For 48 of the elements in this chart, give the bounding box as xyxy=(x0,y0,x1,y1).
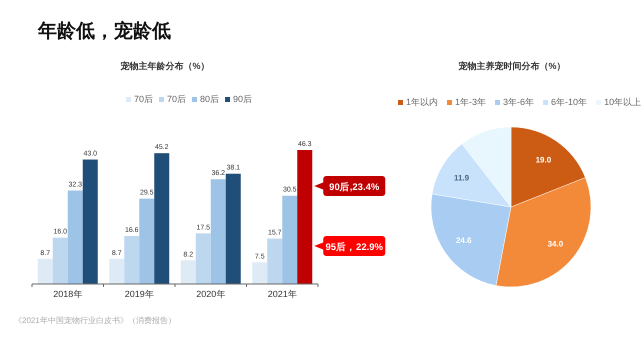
data-label: 24.6 xyxy=(456,236,472,245)
legend-label: 90后 xyxy=(233,94,252,104)
bar xyxy=(210,179,226,284)
legend-label: 6年-10年 xyxy=(551,97,588,107)
bar xyxy=(82,160,98,284)
bar xyxy=(180,260,196,284)
bar xyxy=(139,198,154,284)
bar xyxy=(226,174,241,284)
bar xyxy=(282,196,298,284)
legend-label: 1年以内 xyxy=(406,97,438,107)
legend-item: 6年-10年 xyxy=(543,97,588,107)
bar xyxy=(68,190,83,284)
callout: 95后，22.9% xyxy=(314,236,386,256)
legend-item: 1年以内 xyxy=(398,97,438,107)
x-tick-label: 2019年 xyxy=(124,289,154,299)
legend-label: 70后 xyxy=(167,94,186,104)
chart-title: 宠物主养宠时间分布（%） xyxy=(457,61,566,71)
legend-item: 1年-3年 xyxy=(447,97,486,107)
legend-item: 70后 xyxy=(159,94,186,104)
data-label: 34.0 xyxy=(548,240,564,249)
bar xyxy=(109,258,124,284)
text: 《2021年中国宠物行业白皮书》（消费报告） xyxy=(14,316,176,325)
bar xyxy=(52,238,68,284)
chart-title: 宠物主年龄分布（%） xyxy=(119,61,210,71)
bar xyxy=(252,262,268,284)
text: 年龄低，宠龄低 xyxy=(37,20,171,42)
legend-label: 3年-6年 xyxy=(503,97,534,107)
bar xyxy=(38,258,53,284)
data-label: 11.9 xyxy=(454,174,470,183)
x-tick-label: 2018年 xyxy=(53,289,82,299)
bar xyxy=(154,153,170,284)
callout: 90后,23.4% xyxy=(314,176,386,196)
legend-item: 80后 xyxy=(192,94,220,104)
bar xyxy=(297,150,312,284)
legend-label: 10年以上 xyxy=(604,97,642,107)
bar xyxy=(196,233,211,284)
legend-label: 1年-3年 xyxy=(455,97,486,107)
legend-item: 70后 xyxy=(126,94,154,104)
x-tick-label: 2020年 xyxy=(196,289,226,299)
legend-item: 10年以上 xyxy=(596,97,642,107)
legend-item: 3年-6年 xyxy=(495,97,534,107)
x-tick-label: 2021年 xyxy=(268,289,297,299)
legend-item: 90后 xyxy=(225,94,252,104)
bar xyxy=(124,236,140,284)
legend-label: 70后 xyxy=(134,94,154,104)
bar xyxy=(267,238,282,284)
data-label: 19.0 xyxy=(536,155,552,164)
legend-label: 80后 xyxy=(200,94,220,104)
